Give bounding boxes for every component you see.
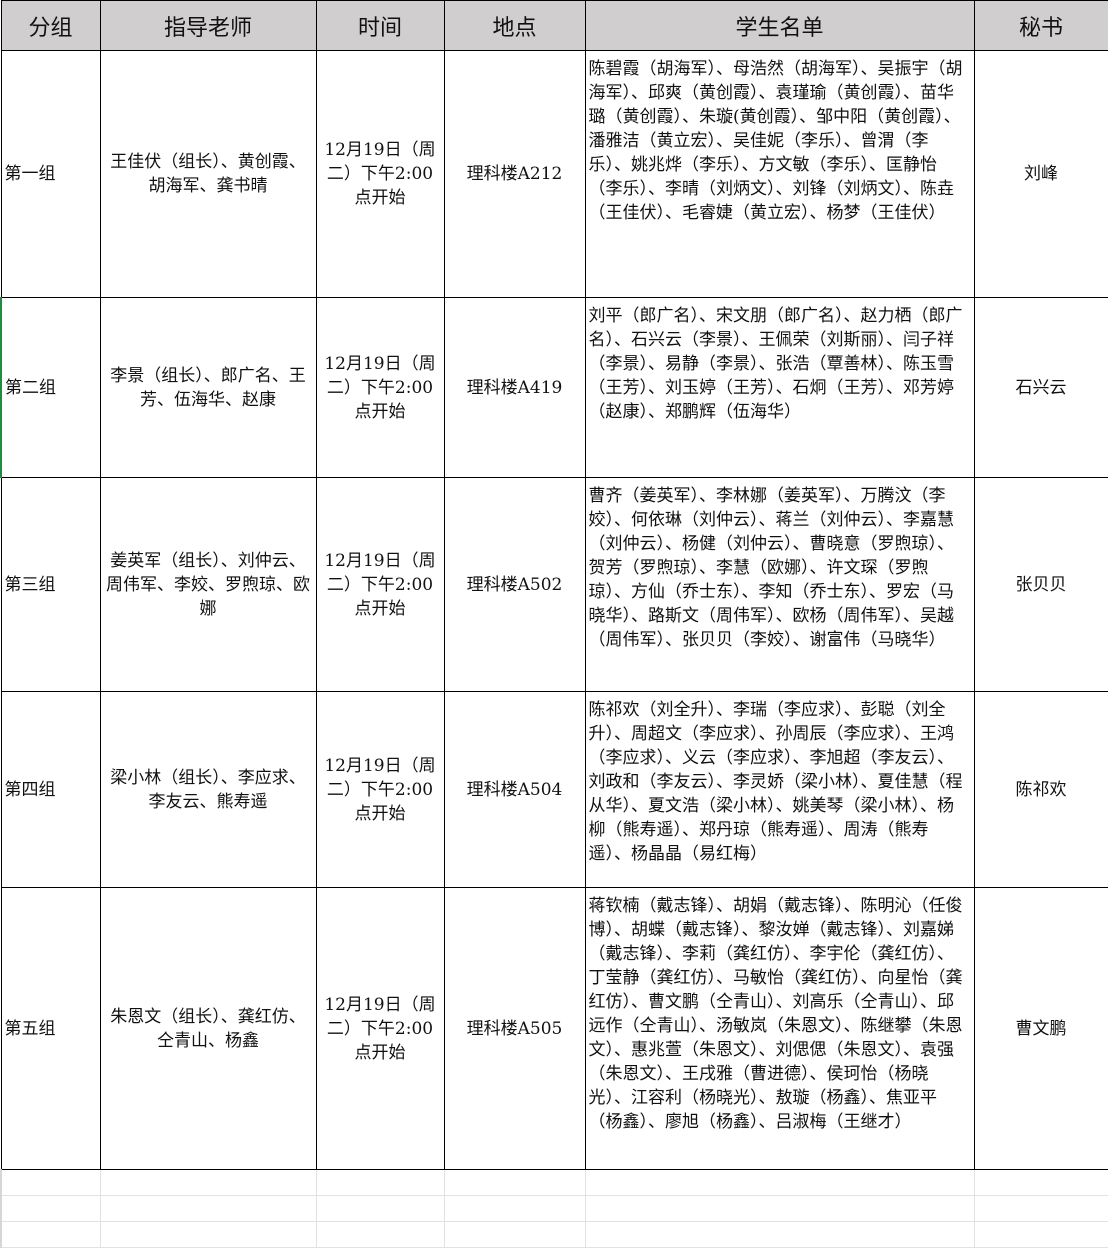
empty-cell[interactable] [973,1195,1108,1222]
header-group[interactable]: 分组 [0,0,101,51]
header-row: 分组 指导老师 时间 地点 学生名单 秘书 [0,0,1108,51]
empty-cell[interactable] [315,1169,445,1196]
group-cell[interactable]: 第四组 [0,691,101,888]
header-time[interactable]: 时间 [315,0,445,51]
teachers-cell[interactable]: 王佳伏（组长）、黄创霞、胡海军、龚书晴 [99,50,317,298]
students-cell[interactable]: 陈祁欢（刘全升）、李瑞（李应求）、彭聪（刘全升）、周超文（李应求）、孙周辰（李应… [584,691,975,888]
place-cell[interactable]: 理科楼A212 [443,50,586,298]
time-cell[interactable]: 12月19日（周二）下午2:00点开始 [315,50,445,298]
empty-cell[interactable] [443,1169,586,1196]
time-cell[interactable]: 12月19日（周二）下午2:00点开始 [315,297,445,478]
header-place[interactable]: 地点 [443,0,586,51]
header-secretary[interactable]: 秘书 [973,0,1108,51]
place-cell[interactable]: 理科楼A505 [443,887,586,1170]
place-cell[interactable]: 理科楼A502 [443,477,586,692]
empty-cell[interactable] [315,1221,445,1248]
header-students[interactable]: 学生名单 [584,0,975,51]
time-cell[interactable]: 12月19日（周二）下午2:00点开始 [315,691,445,888]
secretary-cell[interactable]: 张贝贝 [973,477,1108,692]
place-cell[interactable]: 理科楼A419 [443,297,586,478]
empty-cell[interactable] [315,1195,445,1222]
empty-cell[interactable] [99,1221,317,1248]
time-cell[interactable]: 12月19日（周二）下午2:00点开始 [315,887,445,1170]
table-row: 第三组 姜英军（组长）、刘仲云、周伟军、李姣、罗煦琼、欧娜 12月19日（周二）… [0,477,1108,692]
secretary-cell[interactable]: 刘峰 [973,50,1108,298]
empty-cell[interactable] [584,1169,975,1196]
table-row: 第五组 朱恩文（组长）、龚红仿、仝青山、杨鑫 12月19日（周二）下午2:00点… [0,887,1108,1170]
empty-cell[interactable] [584,1195,975,1222]
header-teachers[interactable]: 指导老师 [99,0,317,51]
empty-row [0,1221,1108,1248]
empty-row [0,1169,1108,1196]
empty-cell[interactable] [973,1221,1108,1248]
secretary-cell[interactable]: 石兴云 [973,297,1108,478]
empty-cell[interactable] [0,1221,101,1248]
teachers-cell[interactable]: 姜英军（组长）、刘仲云、周伟军、李姣、罗煦琼、欧娜 [99,477,317,692]
teachers-cell[interactable]: 李景（组长）、郎广名、王芳、伍海华、赵康 [99,297,317,478]
secretary-cell[interactable]: 曹文鹏 [973,887,1108,1170]
students-cell[interactable]: 蒋钦楠（戴志锋）、胡娟（戴志锋）、陈明沁（任俊博）、胡蝶（戴志锋）、黎汝婵（戴志… [584,887,975,1170]
empty-cell[interactable] [443,1221,586,1248]
time-cell[interactable]: 12月19日（周二）下午2:00点开始 [315,477,445,692]
table-row: 第二组 李景（组长）、郎广名、王芳、伍海华、赵康 12月19日（周二）下午2:0… [0,297,1108,478]
empty-cell[interactable] [99,1169,317,1196]
students-cell[interactable]: 曹齐（姜英军）、李林娜（姜英军）、万腾汶（李姣）、何依琳（刘仲云）、蒋兰（刘仲云… [584,477,975,692]
teachers-cell[interactable]: 朱恩文（组长）、龚红仿、仝青山、杨鑫 [99,887,317,1170]
table-row: 第四组 梁小林（组长）、李应求、李友云、熊寿遥 12月19日（周二）下午2:00… [0,691,1108,888]
students-cell[interactable]: 陈碧霞（胡海军）、母浩然（胡海军）、吴振宇（胡海军）、邱爽（黄创霞）、袁瑾瑜（黄… [584,50,975,298]
group-cell[interactable]: 第一组 [0,50,101,298]
group-cell[interactable]: 第五组 [0,887,101,1170]
students-cell[interactable]: 刘平（郎广名）、宋文朋（郎广名）、赵力栖（郎广名）、石兴云（李景）、王佩荣（刘斯… [584,297,975,478]
empty-cell[interactable] [973,1169,1108,1196]
group-cell[interactable]: 第二组 [0,297,101,478]
empty-cell[interactable] [443,1195,586,1222]
empty-cell[interactable] [0,1195,101,1222]
table-row: 第一组 王佳伏（组长）、黄创霞、胡海军、龚书晴 12月19日（周二）下午2:00… [0,50,1108,298]
empty-cell[interactable] [0,1169,101,1196]
teachers-cell[interactable]: 梁小林（组长）、李应求、李友云、熊寿遥 [99,691,317,888]
group-cell[interactable]: 第三组 [0,477,101,692]
empty-cell[interactable] [584,1221,975,1248]
empty-row [0,1195,1108,1222]
empty-cell[interactable] [99,1195,317,1222]
place-cell[interactable]: 理科楼A504 [443,691,586,888]
secretary-cell[interactable]: 陈祁欢 [973,691,1108,888]
